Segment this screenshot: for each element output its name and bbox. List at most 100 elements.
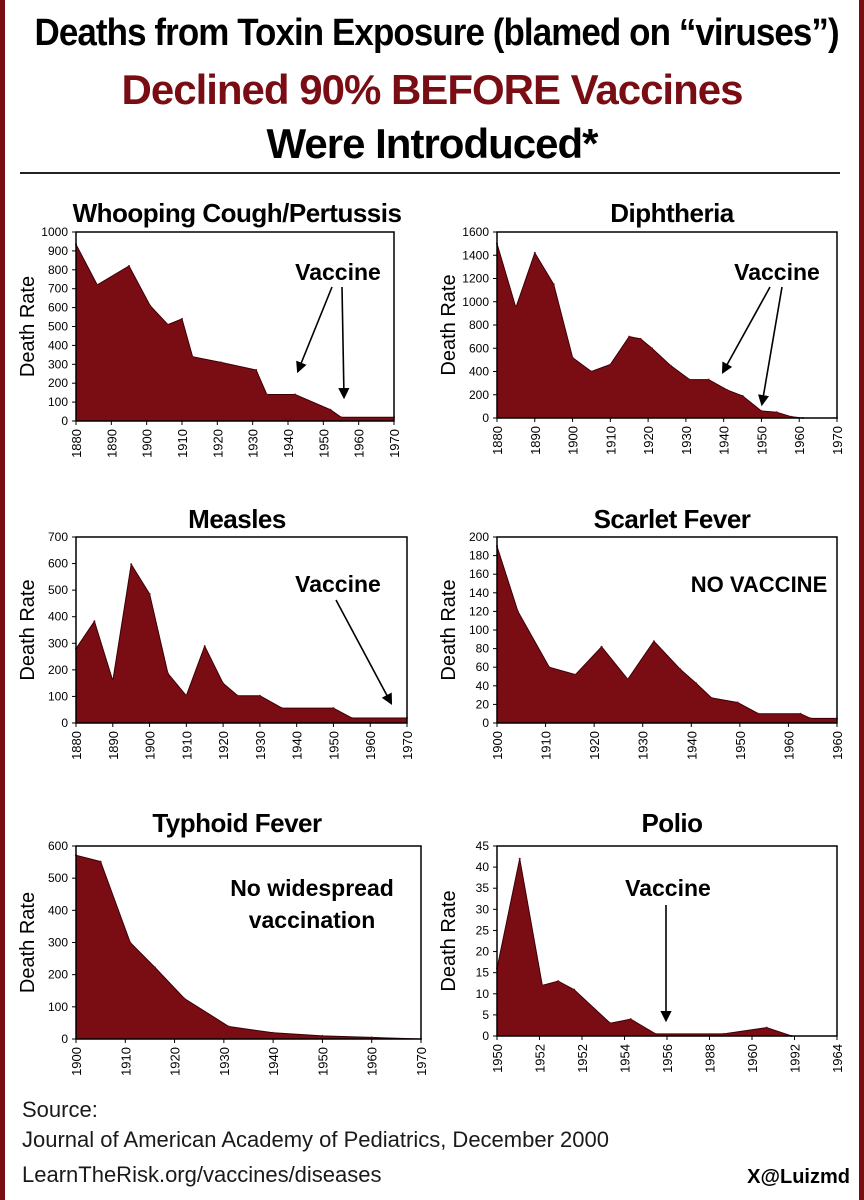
x-tick-label: 1960 xyxy=(352,429,367,458)
annotation-arrow xyxy=(338,286,350,400)
x-tick-label: 1900 xyxy=(143,731,158,760)
data-point xyxy=(722,1032,725,1035)
headline-line-2: Declined 90% BEFORE Vaccines xyxy=(121,66,744,113)
data-point xyxy=(799,712,802,715)
data-point xyxy=(557,980,560,983)
y-axis-label: Death Rate xyxy=(17,579,39,680)
x-tick-label: 1880 xyxy=(490,426,505,455)
y-tick-label: 15 xyxy=(476,966,490,980)
data-point xyxy=(548,666,551,669)
data-point xyxy=(628,335,631,338)
x-tick-label: 1950 xyxy=(733,731,748,760)
chart-5: Typhoid Fever 0 100 200 300 400 500 600 1900 1910… xyxy=(17,808,429,1076)
chart-annotation-line: vaccination xyxy=(249,907,376,933)
data-point xyxy=(552,283,555,286)
y-tick-label: 1600 xyxy=(462,225,489,239)
y-axis-label: Death Rate xyxy=(17,276,39,377)
data-point xyxy=(265,393,268,396)
y-tick-label: 300 xyxy=(48,636,68,650)
x-tick-label: 1910 xyxy=(118,1047,133,1076)
y-tick-label: 600 xyxy=(48,301,68,315)
x-tick-label: 1950 xyxy=(326,731,341,760)
chart-annotation: Vaccine xyxy=(625,875,711,901)
y-tick-label: 5 xyxy=(482,1008,489,1022)
data-point xyxy=(166,672,169,675)
x-tick-label: 1960 xyxy=(792,426,807,455)
data-point xyxy=(573,988,576,991)
x-tick-label: 1930 xyxy=(679,426,694,455)
data-point xyxy=(96,283,99,286)
x-tick-label: 1890 xyxy=(104,429,119,458)
x-tick-label: 1992 xyxy=(788,1044,803,1073)
plot-frame xyxy=(75,536,408,724)
x-tick-label: 1940 xyxy=(281,429,296,458)
x-tick-label: 1960 xyxy=(781,731,796,760)
x-tick-label: 1890 xyxy=(528,426,543,455)
y-tick-label: 40 xyxy=(476,679,490,693)
source-url: LearnTheRisk.org/vaccines/diseases xyxy=(22,1162,382,1187)
data-point xyxy=(533,251,536,254)
y-tick-label: 45 xyxy=(476,839,490,853)
data-point xyxy=(321,1034,324,1037)
data-point xyxy=(541,984,544,987)
x-tick-label: 1900 xyxy=(566,426,581,455)
data-point xyxy=(574,673,577,676)
x-tick-label: 1960 xyxy=(365,1047,380,1076)
data-point xyxy=(128,265,130,267)
data-point xyxy=(775,411,778,414)
y-tick-label: 500 xyxy=(48,871,68,885)
x-tick-label: 1930 xyxy=(246,429,261,458)
x-tick-label: 1954 xyxy=(618,1044,633,1073)
y-tick-label: 400 xyxy=(469,365,489,379)
y-tick-label: 900 xyxy=(48,244,68,258)
data-point xyxy=(654,1032,657,1035)
y-tick-label: 1000 xyxy=(462,295,489,309)
area-series xyxy=(75,854,422,1040)
x-tick-label: 1910 xyxy=(175,429,190,458)
x-tick-label: 1940 xyxy=(290,731,305,760)
data-point xyxy=(236,694,239,697)
y-tick-label: 500 xyxy=(48,320,68,334)
area-series xyxy=(75,562,408,724)
y-tick-label: 20 xyxy=(476,697,490,711)
y-tick-label: 100 xyxy=(48,1000,68,1014)
x-tick-label: 1920 xyxy=(641,426,656,455)
y-tick-label: 600 xyxy=(469,341,489,355)
y-tick-label: 120 xyxy=(469,604,489,618)
data-point xyxy=(130,563,133,566)
x-tick-label: 1900 xyxy=(69,1047,84,1076)
y-tick-label: 1200 xyxy=(462,272,489,286)
chart-3: Measles 0 100 200 300 400 500 600 700 1880 1890 190… xyxy=(17,504,415,760)
data-point xyxy=(272,1031,275,1034)
data-point xyxy=(688,378,691,381)
y-tick-label: 600 xyxy=(48,839,68,853)
data-point xyxy=(650,347,653,350)
x-tick-label: 1960 xyxy=(830,731,845,760)
x-tick-label: 1950 xyxy=(490,1044,505,1073)
x-tick-label: 1940 xyxy=(266,1047,281,1076)
data-point xyxy=(255,369,258,371)
x-tick-label: 1920 xyxy=(216,731,231,760)
source-label: Source: xyxy=(22,1097,98,1122)
area-series xyxy=(496,546,838,724)
data-point xyxy=(153,966,156,969)
data-point xyxy=(203,645,206,648)
y-tick-label: 200 xyxy=(48,968,68,982)
x-tick-label: 1940 xyxy=(717,426,732,455)
data-point xyxy=(129,941,132,944)
y-tick-label: 160 xyxy=(469,567,489,581)
chart-annotation: Vaccine xyxy=(295,571,381,597)
data-point xyxy=(294,393,297,396)
data-point xyxy=(281,707,283,710)
data-point xyxy=(639,337,642,340)
y-tick-label: 0 xyxy=(61,716,68,730)
y-tick-label: 700 xyxy=(48,530,68,544)
data-point xyxy=(757,712,760,715)
y-tick-label: 400 xyxy=(48,903,68,917)
data-point xyxy=(669,364,672,367)
data-point xyxy=(809,717,812,720)
x-tick-label: 1920 xyxy=(587,731,602,760)
annotation-arrow xyxy=(757,286,783,407)
y-tick-label: 0 xyxy=(482,411,489,425)
